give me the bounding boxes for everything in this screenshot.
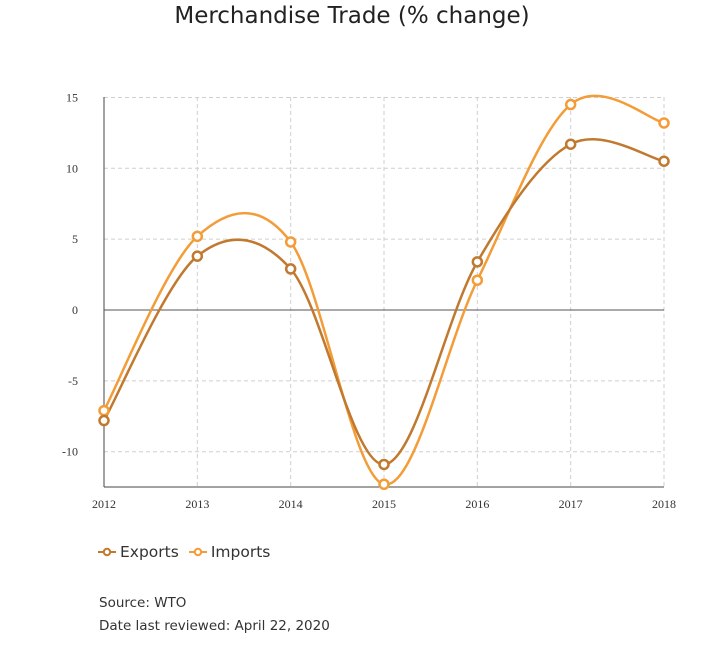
imports-data-point xyxy=(564,98,577,111)
exports-data-point xyxy=(471,256,484,268)
imports-data-point xyxy=(658,117,670,129)
imports-data-point xyxy=(284,236,297,248)
legend-item-imports[interactable]: Imports xyxy=(188,543,271,561)
legend-item-exports[interactable]: Exports xyxy=(98,543,179,561)
exports-data-point xyxy=(564,138,577,150)
chart-title: Merchandise Trade (% change) xyxy=(174,3,530,29)
imports-data-point xyxy=(378,478,390,491)
x-tick-label: 2015 xyxy=(372,497,396,511)
y-tick-label: 0 xyxy=(72,303,78,317)
exports-data-point xyxy=(658,155,670,167)
x-tick-label: 2018 xyxy=(652,497,676,511)
y-tick-label: 10 xyxy=(66,161,78,175)
imports-legend-marker-icon xyxy=(188,547,207,557)
legend-label-exports: Exports xyxy=(120,543,179,561)
x-tick-label: 2014 xyxy=(279,497,303,511)
y-tick-label: -5 xyxy=(68,374,78,388)
x-tick-label: 2017 xyxy=(559,497,583,511)
exports-legend-marker-icon xyxy=(98,547,116,557)
date-reviewed-note: Date last reviewed: April 22, 2020 xyxy=(99,618,330,634)
exports-data-point xyxy=(284,263,297,275)
exports-data-point xyxy=(98,414,110,427)
exports-data-point xyxy=(191,250,204,262)
legend: Exports Imports xyxy=(98,543,280,561)
line-chart: 15 10 5 0 -5 -10 2012 2013 2014 2015 2016 2017 2018 xyxy=(62,90,676,511)
chart-notes: Source: WTO Date last reviewed: April 22… xyxy=(99,592,330,638)
imports-data-point xyxy=(191,230,204,243)
x-tick-label: 2012 xyxy=(92,497,116,511)
legend-label-imports: Imports xyxy=(210,543,271,561)
imports-data-point xyxy=(471,274,484,286)
x-tick-label: 2013 xyxy=(185,497,209,511)
x-tick-label: 2016 xyxy=(465,497,489,511)
source-note: Source: WTO xyxy=(99,595,187,611)
y-tick-label: 5 xyxy=(72,232,78,246)
imports-data-point xyxy=(98,404,110,417)
y-tick-label: 15 xyxy=(66,90,78,104)
exports-data-point xyxy=(378,458,390,471)
y-tick-label: -10 xyxy=(62,445,78,459)
